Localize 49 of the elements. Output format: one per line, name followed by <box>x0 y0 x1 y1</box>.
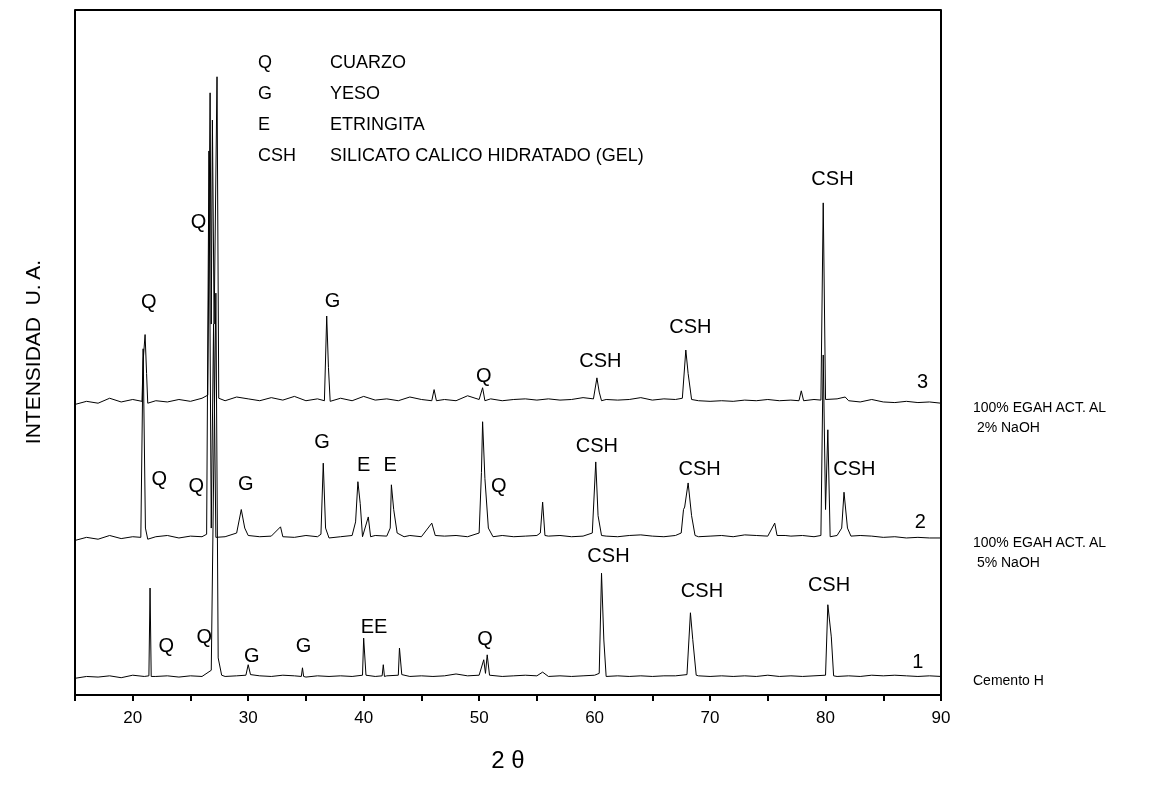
annotation: Q <box>477 626 493 649</box>
text: CSH <box>807 573 851 596</box>
x-tick-label: 90 <box>931 708 951 727</box>
annotation: 3 <box>916 369 929 392</box>
annotation: G <box>258 83 273 103</box>
x-tick-label: 40 <box>354 708 374 727</box>
annotation: EE <box>360 615 388 638</box>
x-tick-label: 70 <box>700 708 720 727</box>
annotation: G <box>314 429 330 452</box>
annotation: E <box>356 453 371 476</box>
y-axis-title: INTENSIDAD U. A. <box>20 259 44 445</box>
annotation: 2 <box>914 510 926 533</box>
text: ETRINGITA <box>330 114 425 134</box>
annotation: Q <box>151 466 168 489</box>
annotation: CSH <box>587 544 630 567</box>
annotation: G <box>243 644 260 667</box>
annotation: 1 <box>912 649 924 672</box>
text: E <box>383 453 397 476</box>
text: SILICATO CALICO HIDRATADO (GEL) <box>330 145 644 165</box>
annotation: Q <box>490 474 507 497</box>
annotation: Q <box>141 289 157 312</box>
annotation: E <box>258 114 271 134</box>
x-tick-label: 30 <box>238 708 258 727</box>
text: Cemento H <box>973 672 1044 689</box>
x-axis-title: 2 θ <box>491 745 525 773</box>
annotation: CSH <box>579 348 622 371</box>
text: YESO <box>330 83 381 103</box>
annotation: CSH <box>258 145 297 165</box>
x-tick-label: 50 <box>469 708 489 727</box>
annotation: Q <box>158 633 174 656</box>
annotation: Q <box>475 364 492 387</box>
annotation: CSH <box>811 166 854 189</box>
annotation: G <box>238 471 254 494</box>
annotation: CSH <box>680 579 724 602</box>
text: G <box>295 633 312 656</box>
x-tick-label: 20 <box>123 708 143 727</box>
annotation: Q <box>190 209 207 232</box>
annotation: G <box>324 288 341 311</box>
annotation: CSH <box>575 434 619 457</box>
annotation: Q <box>188 474 205 497</box>
text: Q CUARZO <box>258 52 406 72</box>
annotation: CSH <box>833 456 876 479</box>
x-tick-label: 80 <box>816 708 835 727</box>
annotation: CSH <box>678 456 721 479</box>
text: 100% EGAH ACT. AL 5% NaOH <box>973 533 1107 570</box>
annotation: Q <box>196 625 213 648</box>
annotation: CSH <box>669 315 712 338</box>
x-tick-label: 60 <box>585 708 605 727</box>
text: 100% EGAH ACT. AL 2% NaOH <box>973 399 1107 436</box>
